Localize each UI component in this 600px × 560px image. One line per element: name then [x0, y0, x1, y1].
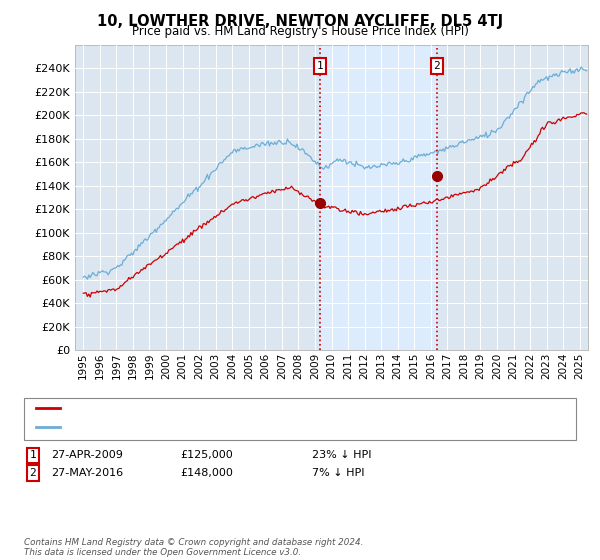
- Text: 27-APR-2009: 27-APR-2009: [51, 450, 123, 460]
- Text: £125,000: £125,000: [180, 450, 233, 460]
- Bar: [320, 45, 437, 350]
- Text: 27-MAY-2016: 27-MAY-2016: [51, 468, 123, 478]
- Text: 2: 2: [434, 61, 440, 71]
- Text: Contains HM Land Registry data © Crown copyright and database right 2024.
This d: Contains HM Land Registry data © Crown c…: [24, 538, 364, 557]
- Text: 7% ↓ HPI: 7% ↓ HPI: [312, 468, 365, 478]
- Text: £148,000: £148,000: [180, 468, 233, 478]
- Text: 10, LOWTHER DRIVE, NEWTON AYCLIFFE, DL5 4TJ (detached house): 10, LOWTHER DRIVE, NEWTON AYCLIFFE, DL5 …: [63, 403, 413, 413]
- Text: 23% ↓ HPI: 23% ↓ HPI: [312, 450, 371, 460]
- Text: 1: 1: [29, 450, 37, 460]
- Text: 2: 2: [29, 468, 37, 478]
- Text: HPI: Average price, detached house, County Durham: HPI: Average price, detached house, Coun…: [63, 422, 338, 432]
- Text: 1: 1: [316, 61, 323, 71]
- Text: Price paid vs. HM Land Registry's House Price Index (HPI): Price paid vs. HM Land Registry's House …: [131, 25, 469, 38]
- Text: 10, LOWTHER DRIVE, NEWTON AYCLIFFE, DL5 4TJ: 10, LOWTHER DRIVE, NEWTON AYCLIFFE, DL5 …: [97, 14, 503, 29]
